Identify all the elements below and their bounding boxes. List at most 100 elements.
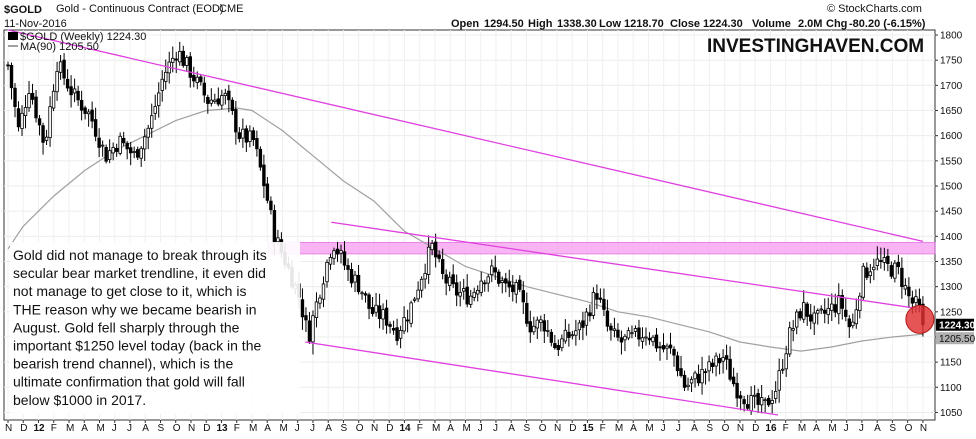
candle xyxy=(304,307,308,333)
candle xyxy=(104,144,108,164)
candle xyxy=(356,264,361,295)
candle xyxy=(612,317,617,338)
candle-body xyxy=(679,368,683,376)
chart-header: $GOLD Gold - Continuous Contract (EOD) C… xyxy=(4,3,926,30)
candle xyxy=(69,75,73,108)
x-tick-label: O xyxy=(356,423,364,434)
price-flags: 1224.30 1205.50 xyxy=(936,318,976,345)
candle-body xyxy=(107,150,112,160)
x-tick-label: N xyxy=(5,423,12,434)
candle xyxy=(216,87,221,107)
ma-price-flag xyxy=(936,332,974,345)
candle-body xyxy=(826,308,830,316)
candle xyxy=(423,263,427,289)
candle-body xyxy=(546,329,550,332)
low-value: 1218.70 xyxy=(624,18,664,30)
candle-body xyxy=(244,128,249,143)
candle xyxy=(889,261,894,279)
candle-body xyxy=(886,255,890,264)
candle-body xyxy=(412,298,417,301)
candle-body xyxy=(237,132,242,140)
x-tick-label: J xyxy=(295,423,300,434)
candle-body xyxy=(339,250,343,254)
candle xyxy=(230,97,235,115)
candle xyxy=(854,298,858,329)
candle-body xyxy=(139,147,143,159)
candle xyxy=(13,83,17,118)
candle xyxy=(409,300,413,328)
candle-body xyxy=(20,112,24,129)
candle-body xyxy=(633,328,638,332)
x-tick-label: O xyxy=(905,423,913,434)
watermark: INVESTINGHAVEN.COM xyxy=(707,36,924,57)
candle-body xyxy=(62,59,66,79)
candle xyxy=(805,301,809,326)
candle-body xyxy=(668,344,673,349)
close-value: 1224.30 xyxy=(703,18,743,30)
candle xyxy=(745,394,750,411)
candle xyxy=(546,319,550,337)
candle xyxy=(756,388,760,414)
candle xyxy=(426,235,431,284)
candle xyxy=(588,304,592,322)
candle-body xyxy=(661,344,666,350)
candle xyxy=(567,323,571,347)
candle-body xyxy=(476,289,480,295)
candle xyxy=(766,395,771,408)
candle-body xyxy=(602,298,606,310)
resistance-band-layer xyxy=(267,241,936,255)
legend-ma: MA(90) 1205.50 xyxy=(20,41,99,53)
candle xyxy=(128,141,133,166)
candle-body xyxy=(486,276,490,284)
candle xyxy=(644,327,648,346)
candle xyxy=(591,287,596,320)
candle xyxy=(206,94,210,114)
candle xyxy=(700,356,704,395)
candle-body xyxy=(584,311,589,326)
candle xyxy=(763,397,767,413)
candle xyxy=(65,69,70,92)
candle-layer xyxy=(6,41,925,415)
candle xyxy=(514,279,518,304)
candle xyxy=(626,327,631,341)
y-tick-label: 1100 xyxy=(940,383,962,394)
candle xyxy=(686,377,690,391)
candle-body xyxy=(675,355,680,372)
candle xyxy=(619,330,624,355)
candle xyxy=(335,242,340,262)
candle-body xyxy=(504,278,508,284)
x-tick-label: M xyxy=(66,423,74,434)
candle-body xyxy=(703,371,708,373)
candle-body xyxy=(125,142,129,150)
candle xyxy=(476,285,480,302)
candle-body xyxy=(851,321,855,327)
candle xyxy=(444,269,448,296)
candle-body xyxy=(535,319,540,329)
x-tick-label: A xyxy=(508,423,515,434)
x-tick-label: S xyxy=(706,423,713,434)
candle xyxy=(602,288,606,317)
candle-body xyxy=(248,130,252,142)
candle-body xyxy=(195,76,199,83)
candle-body xyxy=(882,257,887,263)
candle xyxy=(493,255,497,280)
candle-body xyxy=(507,281,511,288)
candle-body xyxy=(791,328,795,331)
candle xyxy=(461,278,466,300)
annotation-background xyxy=(10,242,300,414)
candle-body xyxy=(444,274,448,284)
candle xyxy=(900,257,904,299)
candle xyxy=(440,248,445,280)
candle-body xyxy=(696,373,701,384)
candle-body xyxy=(90,109,94,122)
x-tick-label: D xyxy=(752,423,759,434)
candle xyxy=(58,54,63,80)
candle xyxy=(41,122,45,155)
candle xyxy=(139,145,143,167)
x-tick-label: J xyxy=(127,423,132,434)
trendline xyxy=(7,29,924,242)
resistance-band xyxy=(267,241,936,255)
candle-body xyxy=(100,144,105,147)
candle-body xyxy=(377,305,382,319)
